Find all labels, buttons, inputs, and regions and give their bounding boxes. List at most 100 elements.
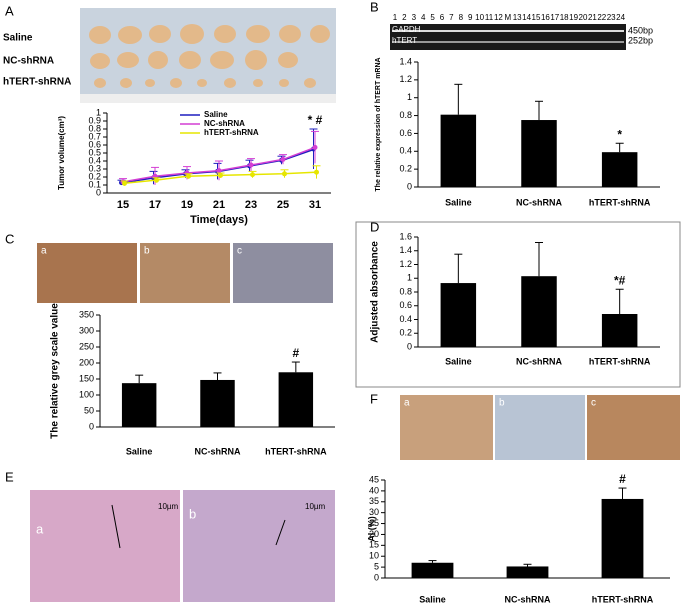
bar (121, 383, 157, 427)
photo-label: b (144, 246, 150, 257)
legend-label: NC-shRNA (204, 119, 245, 128)
y-tick-label: 0.8 (399, 286, 412, 296)
micro-photo (233, 243, 333, 303)
tumors (89, 24, 330, 88)
y-tick-label: 0.8 (88, 123, 101, 133)
y-tick-label: 0.6 (399, 128, 412, 138)
lane-label: 12 (494, 13, 503, 22)
lane-label: 8 (459, 13, 464, 22)
y-tick-label: 150 (79, 373, 94, 383)
panel-label: D (370, 219, 379, 234)
micro-photo (495, 395, 585, 460)
micro-photo (400, 395, 493, 460)
y-tick-label: 0 (407, 181, 412, 191)
y-tick-label: 5 (374, 561, 379, 571)
panel-label: F (370, 391, 378, 406)
x-tick-label: hTERT-shRNA (265, 446, 327, 456)
annotation: # (292, 346, 299, 360)
gel-size: 252bp (628, 35, 653, 45)
y-tick-label: 0.9 (88, 115, 101, 125)
x-tick-label: Saline (419, 594, 446, 604)
panel-label: A (5, 3, 14, 18)
x-tick-label: Saline (445, 356, 472, 366)
lane-label: 20 (579, 13, 588, 22)
x-tick-label: hTERT-shRNA (592, 594, 654, 604)
lane-label: 14 (522, 13, 531, 22)
micro-photo (140, 243, 230, 303)
y-tick-label: 0.2 (399, 164, 412, 174)
y-tick-label: 35 (369, 496, 379, 506)
bar (278, 372, 314, 427)
lane-label: 17 (550, 13, 559, 22)
y-tick-label: 1.4 (399, 56, 412, 66)
x-tick-label: NC-shRNA (516, 356, 562, 366)
y-tick-label: 0.6 (88, 139, 101, 149)
row-label: Saline (3, 33, 33, 44)
photo-label: c (237, 246, 242, 257)
gel-row: hTERT (392, 36, 417, 45)
bar (506, 566, 549, 578)
x-tick-label: 23 (245, 199, 257, 211)
lane-label: 19 (569, 13, 578, 22)
lane-label: M (504, 13, 511, 22)
bar (411, 562, 454, 578)
bar (601, 314, 638, 347)
x-tick-label: NC-shRNA (516, 197, 562, 207)
micro-photo (587, 395, 680, 460)
y-tick-label: 1.4 (399, 245, 412, 255)
x-tick-label: Saline (126, 446, 153, 456)
bar (521, 276, 557, 347)
panel-label: E (5, 469, 14, 484)
lane-label: 10 (475, 13, 484, 22)
y-tick-label: 0.4 (88, 155, 101, 165)
x-tick-label: 31 (309, 199, 321, 211)
y-axis-label: The relative grey scale value (50, 303, 61, 439)
y-tick-label: 1.2 (399, 74, 412, 84)
lane-label: 4 (421, 13, 426, 22)
y-tick-label: 20 (369, 529, 379, 539)
y-tick-label: 0.3 (88, 163, 101, 173)
lane-label: 7 (449, 13, 454, 22)
micro-photo (183, 490, 335, 602)
y-tick-label: 1.2 (399, 259, 412, 269)
y-axis-label: Adjusted absorbance (370, 241, 381, 343)
micro-photo (30, 490, 180, 602)
x-tick-label: hTERT-shRNA (589, 197, 651, 207)
y-tick-label: 250 (79, 341, 94, 351)
y-tick-label: 30 (369, 507, 379, 517)
y-tick-label: 1 (96, 107, 101, 117)
panel-frame (355, 221, 681, 388)
panel-label: C (5, 231, 14, 246)
scale-label: 10µm (158, 502, 179, 511)
y-tick-label: 0.7 (88, 131, 101, 141)
bar (601, 152, 638, 187)
photo-label: b (189, 506, 196, 521)
panel-label: B (370, 0, 379, 14)
annotation: * (617, 127, 622, 141)
arrow (275, 519, 286, 546)
tumor-photo (80, 8, 336, 103)
x-tick-label: 15 (117, 199, 129, 211)
y-axis-label: The relative expression of hTERT mRNA (375, 57, 382, 191)
lane-label: 24 (616, 13, 625, 22)
lane-label: 23 (607, 13, 616, 22)
y-tick-label: 10 (369, 551, 379, 561)
y-tick-label: 25 (369, 518, 379, 528)
x-axis-label: Time(days) (190, 214, 248, 226)
y-tick-label: 0 (96, 187, 101, 197)
x-tick-label: hTERT-shRNA (589, 356, 651, 366)
bar (521, 120, 557, 187)
legend-label: hTERT-shRNA (204, 128, 259, 137)
lane-label: 1 (393, 13, 398, 22)
x-tick-label: NC-shRNA (505, 594, 551, 604)
gel-image (390, 24, 626, 50)
annotation: # (619, 472, 626, 486)
gel-bands (392, 30, 624, 43)
x-tick-label: 17 (149, 199, 161, 211)
y-tick-label: 0.4 (399, 146, 412, 156)
gel-row: GAPDH (392, 25, 421, 34)
y-tick-label: 0.5 (88, 147, 101, 157)
lane-label: 21 (588, 13, 597, 22)
y-tick-label: 300 (79, 325, 94, 335)
